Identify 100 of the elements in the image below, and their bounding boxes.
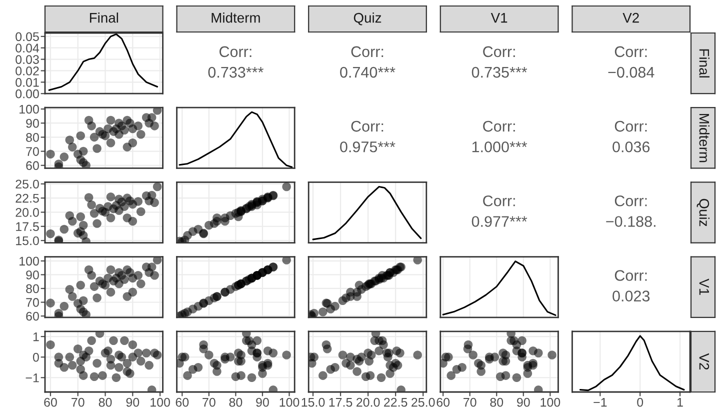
point xyxy=(60,302,69,311)
y-tick-label: −1 xyxy=(26,374,39,382)
point xyxy=(46,340,55,350)
x-tick-label: 100 xyxy=(280,398,300,407)
point xyxy=(128,340,138,350)
x-tick-label: 17.5 xyxy=(329,398,352,407)
point xyxy=(60,224,69,234)
point xyxy=(90,282,99,291)
point xyxy=(92,358,102,368)
point xyxy=(188,365,198,374)
point xyxy=(120,126,129,135)
y-tick-label: 1 xyxy=(33,332,39,342)
y-tick-label: 0.02 xyxy=(16,66,39,76)
point xyxy=(204,350,214,360)
y-tick-label: 17.5 xyxy=(16,222,39,232)
point xyxy=(382,348,392,358)
y-tick-label: 22.5 xyxy=(16,194,39,203)
y-tick-label: 0.05 xyxy=(16,32,39,42)
point xyxy=(501,371,510,380)
chart-title: Final xyxy=(90,12,118,23)
point xyxy=(147,262,156,272)
point xyxy=(352,292,362,301)
x-tick-label: 1 xyxy=(677,398,683,407)
x-tick-label: 90 xyxy=(256,398,269,407)
point xyxy=(122,358,132,368)
point xyxy=(134,271,143,280)
point xyxy=(68,216,77,226)
point xyxy=(468,350,478,360)
point xyxy=(76,131,86,140)
point xyxy=(326,304,336,314)
point xyxy=(68,142,77,152)
point xyxy=(376,373,386,382)
point xyxy=(100,131,110,140)
x-tick-label: 0 xyxy=(637,398,644,407)
x-tick-label: 80 xyxy=(98,398,112,407)
x-tick-label: 100 xyxy=(540,398,560,407)
point xyxy=(183,231,192,240)
point xyxy=(78,220,88,230)
point xyxy=(106,138,116,148)
text: Midterm xyxy=(212,12,260,23)
text: Corr: xyxy=(614,46,647,58)
line-series xyxy=(48,33,158,91)
y-tick-label: 0.00 xyxy=(16,89,39,98)
text: Quiz xyxy=(354,12,382,26)
point xyxy=(413,256,422,264)
point xyxy=(92,144,102,153)
point xyxy=(82,160,90,168)
point xyxy=(463,344,472,354)
point xyxy=(46,298,55,308)
point xyxy=(84,193,94,202)
y2-axis-title: V2 xyxy=(699,353,710,370)
x-tick-label: 70 xyxy=(202,398,216,407)
point xyxy=(220,216,230,226)
text: 0.733*** xyxy=(208,66,264,78)
point xyxy=(100,280,110,290)
y-tick-label: 25.0 xyxy=(16,180,39,189)
point xyxy=(106,265,116,274)
point xyxy=(548,350,556,360)
text: Corr: xyxy=(351,46,384,58)
point xyxy=(114,362,124,372)
point xyxy=(122,367,132,376)
point xyxy=(247,373,256,382)
y-tick-label: 70 xyxy=(26,147,39,156)
point xyxy=(322,344,332,354)
point xyxy=(106,116,116,125)
point xyxy=(120,202,129,211)
point xyxy=(476,367,486,376)
text: 0.740*** xyxy=(340,66,396,78)
x-tick-label: 80 xyxy=(229,398,242,407)
y-tick-label: 0 xyxy=(32,352,39,362)
text: Midterm xyxy=(699,114,710,162)
point xyxy=(120,336,129,346)
point xyxy=(178,352,187,362)
point xyxy=(212,367,222,376)
point xyxy=(318,308,328,316)
text: Corr: xyxy=(483,195,515,206)
point xyxy=(338,350,348,360)
x-tick-label: 20.0 xyxy=(356,398,380,407)
point xyxy=(144,360,154,370)
text: Corr: xyxy=(614,120,647,132)
point xyxy=(379,340,388,350)
x-tick-label: 25.0 xyxy=(412,398,435,407)
text: Corr: xyxy=(614,195,647,206)
point xyxy=(122,142,132,152)
point xyxy=(282,256,291,264)
point xyxy=(106,192,116,202)
point xyxy=(136,356,146,366)
point xyxy=(210,358,219,368)
point xyxy=(106,288,116,297)
point xyxy=(106,354,116,364)
text: Final xyxy=(699,49,710,78)
point xyxy=(150,198,159,207)
point xyxy=(441,352,450,362)
y-tick-label: 20.0 xyxy=(16,208,39,217)
point xyxy=(68,360,77,370)
point xyxy=(342,358,350,368)
y-tick-label: 60 xyxy=(26,161,39,170)
x-tick-label: −1 xyxy=(594,398,607,407)
point xyxy=(84,346,94,356)
text: Corr: xyxy=(614,270,647,281)
